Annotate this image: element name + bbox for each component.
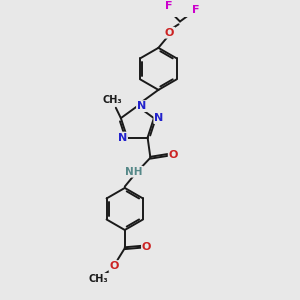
Text: O: O	[169, 150, 178, 160]
Text: CH₃: CH₃	[89, 274, 109, 284]
Text: N: N	[118, 133, 127, 142]
Text: O: O	[165, 28, 174, 38]
Text: N: N	[154, 113, 164, 123]
Text: F: F	[165, 1, 172, 11]
Text: F: F	[192, 5, 200, 15]
Text: O: O	[142, 242, 151, 252]
Text: NH: NH	[125, 167, 143, 177]
Text: CH₃: CH₃	[103, 95, 122, 105]
Text: O: O	[110, 261, 119, 271]
Text: N: N	[137, 101, 146, 111]
